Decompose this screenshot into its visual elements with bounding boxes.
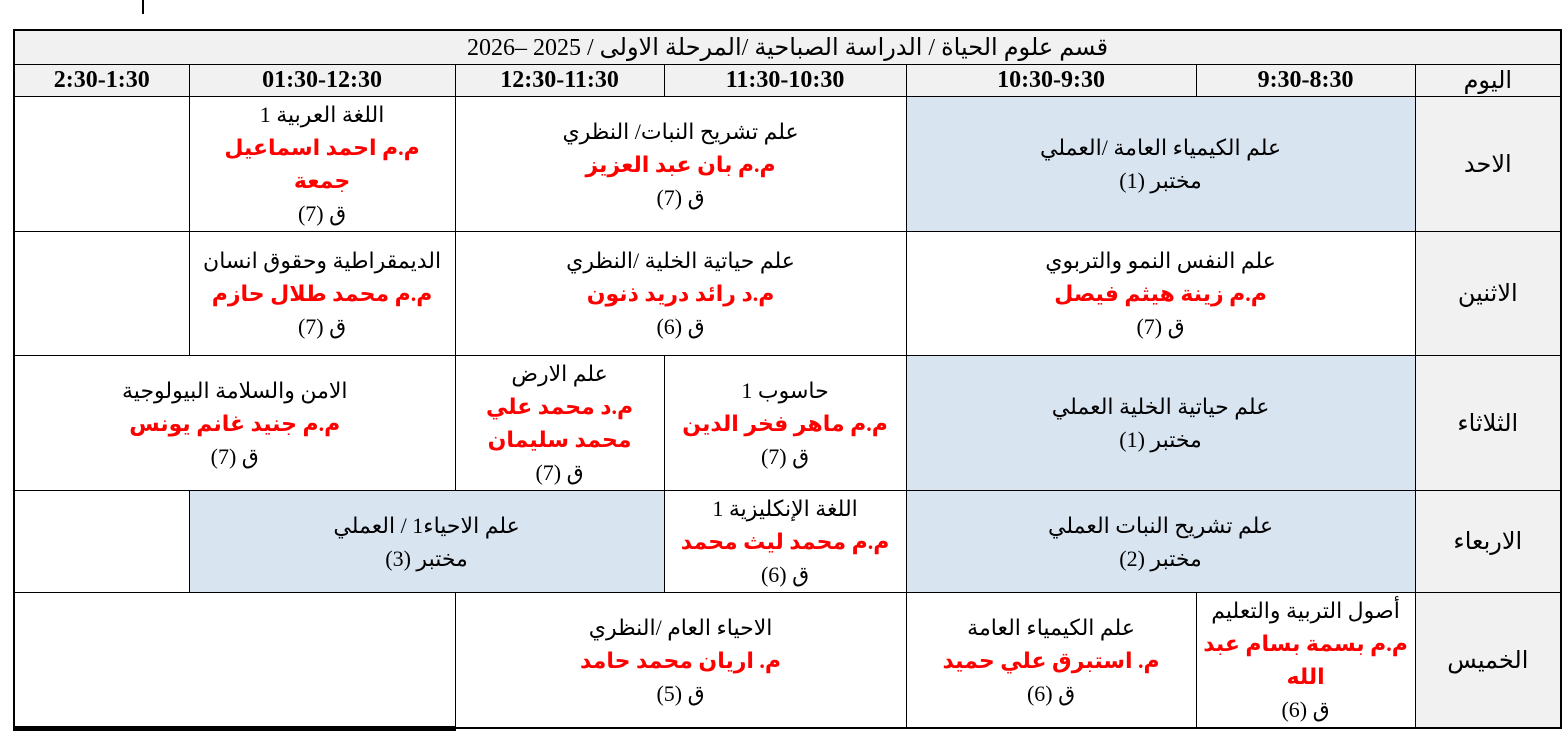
room: ق (7) bbox=[297, 201, 347, 226]
row-sunday: الاحد علم الكيمياء العامة /العملي مختبر … bbox=[13, 96, 1562, 232]
day-label-wednesday: الاربعاء bbox=[1414, 490, 1562, 593]
subject: الاحياء العام /النظري bbox=[588, 614, 773, 640]
subject: الديمقراطية وحقوق انسان bbox=[203, 248, 442, 273]
header-time-1030-930: 10:30-9:30 bbox=[905, 64, 1197, 97]
class-cell-tue-geology: علم الارض م.د محمد علي محمد سليمان ق (7) bbox=[454, 355, 665, 491]
room: مختبر (1) bbox=[1119, 427, 1202, 452]
header-time-0130-1230: 01:30-12:30 bbox=[188, 64, 456, 97]
lecturer: م.م احمد اسماعيل جمعة bbox=[224, 135, 420, 193]
class-cell-mon-cell-biology: علم حياتية الخلية /النظري م.د رائد دريد … bbox=[454, 231, 907, 356]
subject: حاسوب 1 bbox=[741, 377, 829, 403]
class-cell-mon-psychology: علم النفس النمو والتربوي م.م زينة هيثم ف… bbox=[905, 231, 1416, 356]
lecturer: م. اريان محمد حامد bbox=[580, 647, 782, 673]
room: ق (7) bbox=[1136, 314, 1185, 339]
row-wednesday: الاربعاء علم تشريح النبات العملي مختبر (… bbox=[13, 490, 1562, 593]
subject: علم حياتية الخلية العملي bbox=[1051, 394, 1270, 419]
class-cell-sun-chemistry-lab: علم الكيمياء العامة /العملي مختبر (1) bbox=[905, 96, 1416, 232]
class-cell-thu-general-biology: الاحياء العام /النظري م. اريان محمد حامد… bbox=[454, 592, 907, 729]
room: ق (7) bbox=[210, 443, 259, 469]
room: ق (6) bbox=[760, 562, 810, 587]
class-cell-thu-chemistry: علم الكيمياء العامة م. استبرق علي حميد ق… bbox=[905, 592, 1197, 729]
class-cell-sun-plant-anatomy: علم تشريح النبات/ النظري م.م بان عبد الع… bbox=[454, 96, 907, 232]
subject: اللغة الإنكليزية 1 bbox=[712, 496, 858, 521]
subject: علم تشريح النبات/ النظري bbox=[562, 118, 799, 144]
class-cell-wed-english: اللغة الإنكليزية 1 م.م محمد ليث محمد ق (… bbox=[663, 490, 907, 593]
table-title: قسم علوم الحياة / الدراسة الصباحية /المر… bbox=[13, 29, 1562, 65]
lecturer: م.م محمد ليث محمد bbox=[680, 529, 890, 554]
header-time-230-130: 2:30-1:30 bbox=[13, 64, 190, 97]
room: ق (6) bbox=[1026, 680, 1076, 706]
day-label-thursday: الخميس bbox=[1414, 592, 1562, 729]
subject: علم تشريح النبات العملي bbox=[1048, 512, 1274, 538]
subject: علم النفس النمو والتربوي bbox=[1045, 248, 1276, 273]
class-cell-tue-computer: حاسوب 1 م.م ماهر فخر الدين ق (7) bbox=[663, 355, 907, 491]
room: ق (7) bbox=[760, 443, 810, 469]
timetable: قسم علوم الحياة / الدراسة الصباحية /المر… bbox=[13, 29, 1563, 731]
room: مختبر (1) bbox=[1119, 168, 1202, 193]
room: ق (7) bbox=[535, 460, 584, 485]
title-row: قسم علوم الحياة / الدراسة الصباحية /المر… bbox=[13, 29, 1562, 65]
lecturer: م. استبرق علي حميد bbox=[942, 647, 1160, 673]
header-time-930-830: 9:30-8:30 bbox=[1195, 64, 1416, 97]
subject: علم الاحياء1 / العملي bbox=[333, 512, 520, 538]
lecturer: م.م زينة هيثم فيصل bbox=[1054, 281, 1267, 306]
subject: اللغة العربية 1 bbox=[259, 102, 385, 127]
header-day: اليوم bbox=[1414, 64, 1562, 97]
stray-cursor-mark bbox=[142, 0, 144, 14]
header-time-1230-1130: 12:30-11:30 bbox=[454, 64, 665, 97]
class-cell-mon-democracy: الديمقراطية وحقوق انسان م.م محمد طلال حا… bbox=[188, 231, 456, 356]
lecturer: م.م بان عبد العزيز bbox=[585, 151, 776, 177]
day-label-monday: الاثنين bbox=[1414, 231, 1562, 356]
row-tuesday: الثلاثاء علم حياتية الخلية العملي مختبر … bbox=[13, 355, 1562, 491]
subject: علم حياتية الخلية /النظري bbox=[566, 248, 795, 273]
lecturer: م.م بسمة بسام عبد الله bbox=[1203, 631, 1408, 689]
lecturer: م.م ماهر فخر الدين bbox=[682, 410, 888, 436]
class-cell-tue-biosafety: الامن والسلامة البيولوجية م.م جنيد غانم … bbox=[13, 355, 456, 491]
row-thursday: الخميس أصول التربية والتعليم م.م بسمة بس… bbox=[13, 592, 1562, 731]
lecturer: م.د رائد دريد ذنون bbox=[586, 281, 775, 306]
room: مختبر (3) bbox=[385, 545, 468, 571]
header-row: اليوم 9:30-8:30 10:30-9:30 11:30-10:30 1… bbox=[13, 64, 1562, 97]
subject: الامن والسلامة البيولوجية bbox=[122, 377, 348, 403]
header-time-1130-1030: 11:30-10:30 bbox=[663, 64, 907, 97]
row-monday: الاثنين علم النفس النمو والتربوي م.م زين… bbox=[13, 231, 1562, 356]
class-cell-wed-plant-anatomy-lab: علم تشريح النبات العملي مختبر (2) bbox=[905, 490, 1416, 593]
subject: علم الارض bbox=[511, 361, 608, 386]
room: ق (5) bbox=[656, 680, 705, 706]
empty-cell bbox=[13, 96, 190, 232]
lecturer: م.د محمد علي محمد سليمان bbox=[486, 394, 634, 452]
class-cell-tue-cell-biology-lab: علم حياتية الخلية العملي مختبر (1) bbox=[905, 355, 1416, 491]
empty-cell bbox=[13, 592, 456, 731]
room: ق (7) bbox=[656, 184, 705, 210]
lecturer: م.م جنيد غانم يونس bbox=[129, 410, 341, 436]
subject: علم الكيمياء العامة /العملي bbox=[1039, 135, 1282, 160]
class-cell-wed-biology-lab: علم الاحياء1 / العملي مختبر (3) bbox=[188, 490, 665, 593]
day-label-tuesday: الثلاثاء bbox=[1414, 355, 1562, 491]
room: ق (6) bbox=[656, 314, 705, 339]
lecturer: م.م محمد طلال حازم bbox=[211, 281, 433, 306]
empty-cell bbox=[13, 231, 190, 356]
room: ق (6) bbox=[1281, 697, 1330, 722]
empty-cell bbox=[13, 490, 190, 593]
room: مختبر (2) bbox=[1119, 545, 1202, 571]
subject: أصول التربية والتعليم bbox=[1211, 598, 1400, 623]
room: ق (7) bbox=[297, 314, 347, 339]
day-label-sunday: الاحد bbox=[1414, 96, 1562, 232]
subject: علم الكيمياء العامة bbox=[967, 614, 1135, 640]
class-cell-thu-education: أصول التربية والتعليم م.م بسمة بسام عبد … bbox=[1195, 592, 1416, 729]
class-cell-sun-arabic: اللغة العربية 1 م.م احمد اسماعيل جمعة ق … bbox=[188, 96, 456, 232]
